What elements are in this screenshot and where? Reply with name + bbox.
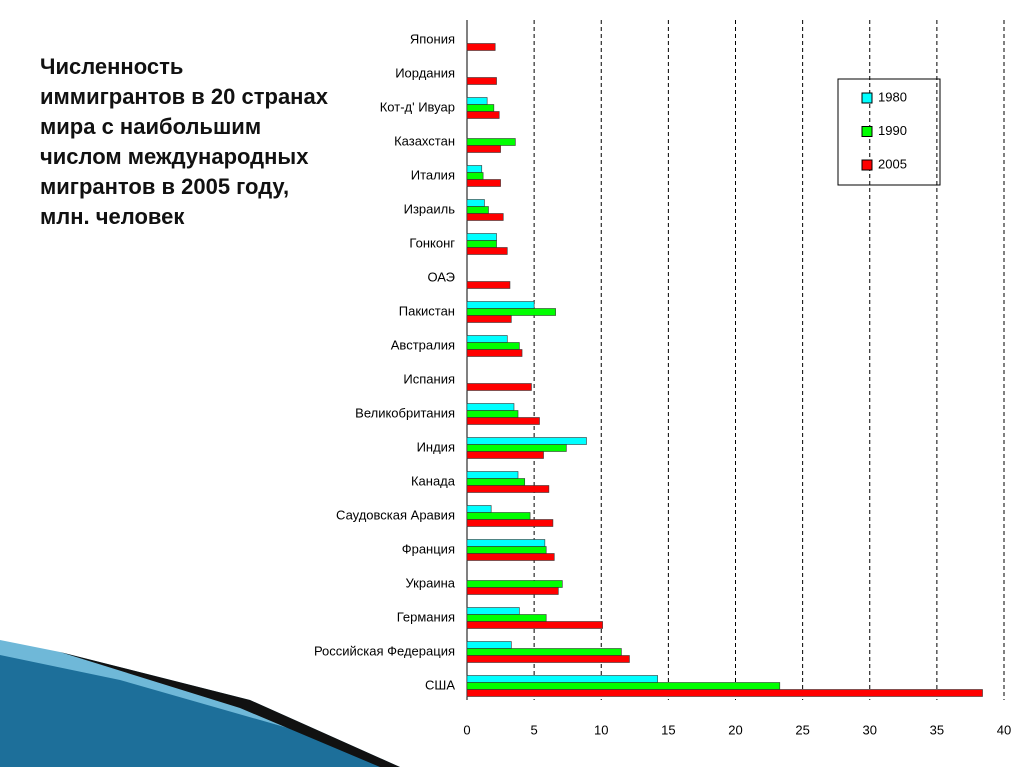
x-tick-label: 10 bbox=[594, 722, 608, 737]
bar bbox=[466, 587, 559, 595]
y-tick-label: Кот-д' Ивуар bbox=[380, 99, 455, 114]
bar bbox=[466, 539, 546, 547]
y-tick-label: Италия bbox=[411, 167, 455, 182]
y-tick-label: ОАЭ bbox=[427, 269, 455, 284]
x-tick-label: 25 bbox=[795, 722, 809, 737]
bar bbox=[466, 281, 511, 289]
bar bbox=[466, 179, 501, 187]
y-tick-label: Российская Федерация bbox=[314, 643, 455, 658]
bar bbox=[466, 485, 550, 493]
bar bbox=[466, 451, 544, 459]
bar bbox=[466, 335, 508, 343]
bar bbox=[466, 410, 519, 418]
bar bbox=[466, 607, 520, 615]
y-tick-label: Испания bbox=[403, 371, 455, 386]
bar bbox=[466, 471, 519, 479]
bar bbox=[466, 342, 520, 350]
bar bbox=[466, 138, 516, 146]
bar bbox=[466, 111, 500, 119]
bar bbox=[466, 247, 508, 255]
legend-swatch bbox=[861, 92, 873, 104]
y-tick-label: Франция bbox=[402, 541, 455, 556]
bar bbox=[466, 383, 532, 391]
bar bbox=[466, 199, 485, 207]
bar bbox=[466, 655, 630, 663]
y-tick-label: Канада bbox=[411, 473, 456, 488]
y-tick-label: Австралия bbox=[391, 337, 455, 352]
y-tick-label: Пакистан bbox=[399, 303, 455, 318]
bar bbox=[466, 213, 504, 221]
bar bbox=[466, 165, 483, 173]
x-tick-label: 35 bbox=[930, 722, 944, 737]
bar bbox=[466, 417, 540, 425]
legend-label: 2005 bbox=[878, 156, 907, 171]
bar bbox=[466, 641, 512, 649]
decor-swoosh bbox=[60, 652, 400, 767]
bar bbox=[466, 145, 501, 153]
y-tick-label: Украина bbox=[406, 575, 456, 590]
chart-title: Численность иммигрантов в 20 странах мир… bbox=[40, 54, 328, 229]
y-tick-label: Гонконг bbox=[409, 235, 455, 250]
bar bbox=[466, 349, 523, 357]
bar bbox=[466, 97, 488, 105]
y-tick-label: Иордания bbox=[395, 65, 455, 80]
bar bbox=[466, 546, 547, 554]
x-tick-label: 40 bbox=[997, 722, 1011, 737]
bar bbox=[466, 614, 547, 622]
bar bbox=[466, 580, 563, 588]
bar bbox=[466, 308, 556, 316]
y-tick-label: Саудовская Аравия bbox=[336, 507, 455, 522]
bar bbox=[466, 648, 622, 656]
decor-swoosh bbox=[0, 655, 390, 767]
bar bbox=[466, 437, 587, 445]
bar bbox=[466, 519, 554, 527]
y-tick-label: Израиль bbox=[404, 201, 456, 216]
y-tick-label: Германия bbox=[397, 609, 455, 624]
bar bbox=[466, 206, 489, 214]
bar bbox=[466, 77, 497, 85]
x-tick-label: 5 bbox=[531, 722, 538, 737]
x-tick-label: 0 bbox=[463, 722, 470, 737]
bar bbox=[466, 682, 781, 690]
bar bbox=[466, 104, 495, 112]
x-tick-label: 20 bbox=[728, 722, 742, 737]
bar bbox=[466, 553, 555, 561]
bar bbox=[466, 315, 512, 323]
bar bbox=[466, 621, 603, 629]
y-tick-label: США bbox=[425, 677, 455, 692]
bar bbox=[466, 689, 983, 697]
bar bbox=[466, 240, 497, 248]
bar bbox=[466, 675, 658, 683]
bar bbox=[466, 43, 496, 51]
x-tick-label: 30 bbox=[863, 722, 877, 737]
bar bbox=[466, 301, 535, 309]
bar bbox=[466, 512, 531, 520]
bar bbox=[466, 403, 515, 411]
y-tick-label: Казахстан bbox=[394, 133, 455, 148]
legend-label: 1980 bbox=[878, 89, 907, 104]
bar bbox=[466, 233, 497, 241]
y-tick-label: Великобритания bbox=[355, 405, 455, 420]
legend-label: 1990 bbox=[878, 123, 907, 138]
x-tick-label: 15 bbox=[661, 722, 675, 737]
legend-box bbox=[837, 78, 941, 186]
bar bbox=[466, 444, 567, 452]
y-tick-label: Индия bbox=[417, 439, 455, 454]
legend-swatch bbox=[861, 126, 873, 137]
bar bbox=[466, 478, 526, 486]
y-tick-label: Япония bbox=[410, 31, 455, 46]
bar bbox=[466, 172, 484, 180]
bar bbox=[466, 505, 492, 513]
legend-swatch bbox=[861, 159, 873, 171]
